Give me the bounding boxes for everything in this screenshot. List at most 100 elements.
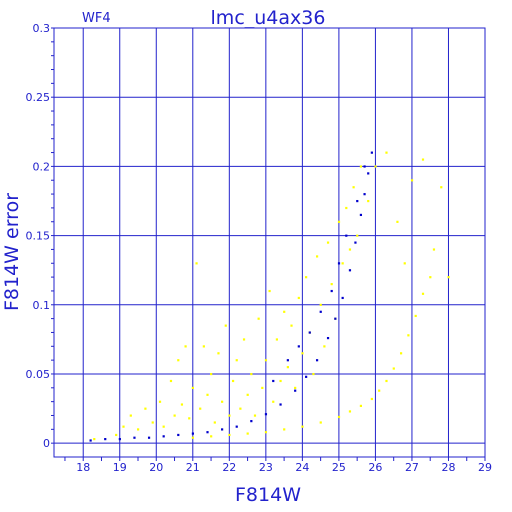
axis-ticks [51,27,486,461]
blue-point [337,262,341,265]
yellow-point [330,283,333,286]
x-tick-label: 25 [332,461,346,474]
yellow-point [337,415,341,419]
x-tick-label: 24 [295,461,309,474]
blue-point [363,165,366,168]
yellow-point [301,352,304,355]
x-tick-label: 26 [368,461,382,474]
blue-point [356,199,359,203]
yellow-point [301,425,304,428]
yellow-point [315,255,319,258]
yellow-point [228,433,231,437]
yellow-point [348,248,352,251]
blue-point [345,234,348,237]
blue-point [297,345,300,348]
blue-point [370,151,373,154]
yellow-point [399,352,403,355]
yellow-point [158,400,162,403]
blue-point [177,433,180,437]
yellow-point [144,407,147,410]
y-tick-label: 0.3 [33,22,51,35]
yellow-point [137,428,140,431]
yellow-point [385,151,388,154]
yellow-point [294,386,297,390]
yellow-point [359,165,363,168]
blue-point [264,413,268,416]
yellow-point [235,359,238,362]
yellow-point [184,345,187,348]
yellow-point [359,404,363,407]
yellow-point [250,372,253,376]
blue-point [147,436,151,439]
yellow-point [410,179,414,182]
yellow-point [239,407,242,410]
yellow-point [264,431,268,434]
blue-point [294,389,297,392]
yellow-point [356,234,359,237]
yellow-point [403,262,406,265]
yellow-point [341,262,344,265]
yellow-point [319,303,322,306]
y-tick-label: 0.05 [26,368,51,381]
blue-point [341,296,344,300]
blue-point [330,289,333,293]
yellow-point [177,359,180,362]
yellow-point [264,359,268,362]
blue-point [250,420,253,423]
yellow-point [279,379,282,383]
blue-point [326,336,330,340]
yellow-point [290,324,293,327]
yellow-point [169,379,173,383]
blue-point [367,172,370,175]
yellow-point [432,248,436,251]
yellow-point [257,317,260,320]
yellow-point [246,432,249,435]
yellow-point [323,345,326,348]
yellow-point [188,417,191,420]
yellow-point [162,425,165,428]
blue-point [286,359,289,362]
yellow-point [224,324,227,327]
yellow-point [367,199,370,203]
yellow-point [199,407,202,410]
blue-point [206,431,209,434]
yellow-point [191,436,194,439]
blue-point [315,359,319,362]
yellow-point [195,262,198,265]
x-tick-label: 19 [113,461,127,474]
yellow-point [151,421,154,424]
yellow-point [392,367,395,370]
yellow-point [429,276,432,279]
yellow-point [421,292,425,295]
blue-point [279,403,282,406]
yellow-point [217,352,220,355]
blue-point [272,379,275,383]
yellow-point [228,414,231,417]
x-axis-label: F814W [235,484,301,506]
yellow-point [407,334,410,337]
yellow-point [440,186,443,189]
plot-frame [53,27,486,458]
x-tick-label: 23 [259,461,273,474]
blue-point [221,428,224,431]
y-axis-label: F814W error [1,193,23,311]
subtitle: WF4 [82,11,111,26]
blue-point [305,375,308,378]
yellow-point [93,438,96,441]
yellow-point [275,338,279,341]
blue-point [118,438,121,441]
yellow-point [345,206,348,210]
yellow-point [283,310,286,313]
yellow-point [129,414,132,417]
yellow-point [180,403,184,406]
tick-labels: 18 19 20 21 22 23 24 25 26 27 28 29 0 0.05 0.1 0.15 0.2 0… [26,22,493,474]
yellow-point [378,389,381,392]
yellow-point [173,414,176,417]
yellow-point [312,372,315,376]
x-tick-label: 27 [405,461,419,474]
yellow-point [305,276,308,279]
data-points [89,151,450,442]
yellow-point [122,425,125,428]
